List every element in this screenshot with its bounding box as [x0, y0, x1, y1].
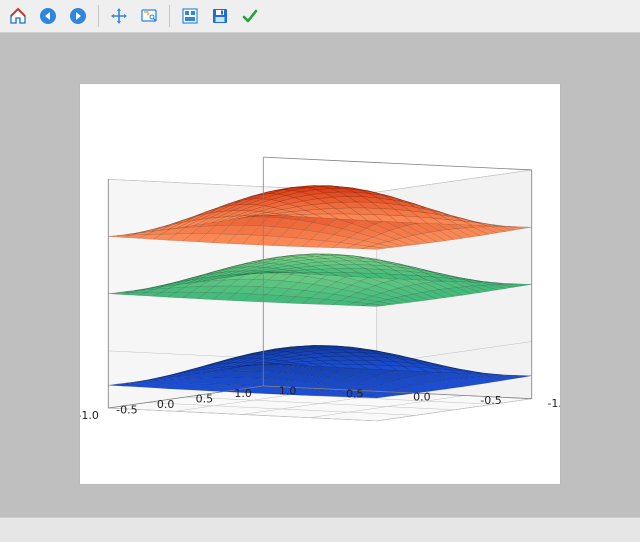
save-icon: [210, 6, 230, 26]
x-tick-label: -1.0: [80, 409, 99, 422]
toolbar-separator: [98, 5, 99, 27]
toolbar-forward-button[interactable]: [64, 2, 92, 30]
axes-3d[interactable]: -1.0-0.50.00.51.0-1.0-0.50.00.51.0-10-50…: [80, 84, 560, 484]
arrow-right-icon: [68, 6, 88, 26]
move-icon: [109, 6, 129, 26]
x-tick-label: 0.5: [196, 393, 214, 406]
toolbar-zoom-button[interactable]: [135, 2, 163, 30]
x-tick-label: 0.0: [157, 398, 175, 411]
toolbar-home-button[interactable]: [4, 2, 32, 30]
toolbar-back-button[interactable]: [34, 2, 62, 30]
y-tick-label: -0.5: [480, 394, 501, 407]
home-icon: [8, 6, 28, 26]
status-bar: [0, 517, 640, 542]
toolbar-separator: [169, 5, 170, 27]
toolbar-customize-button[interactable]: [236, 2, 264, 30]
zoom-rect-icon: [139, 6, 159, 26]
toolbar-pan-button[interactable]: [105, 2, 133, 30]
matplotlib-toolbar: [0, 0, 640, 33]
x-tick-label: -0.5: [116, 404, 137, 417]
figure-canvas[interactable]: -1.0-0.50.00.51.0-1.0-0.50.00.51.0-10-50…: [80, 84, 560, 484]
y-tick-label: 0.5: [346, 387, 364, 400]
toolbar-subplots-button[interactable]: [176, 2, 204, 30]
subplots-icon: [180, 6, 200, 26]
y-tick-label: 0.0: [413, 391, 431, 404]
check-icon: [240, 6, 260, 26]
y-tick-label: -1.0: [547, 397, 560, 410]
y-tick-label: 1.0: [279, 384, 297, 397]
arrow-left-icon: [38, 6, 58, 26]
x-tick-label: 1.0: [234, 387, 252, 400]
toolbar-save-button[interactable]: [206, 2, 234, 30]
